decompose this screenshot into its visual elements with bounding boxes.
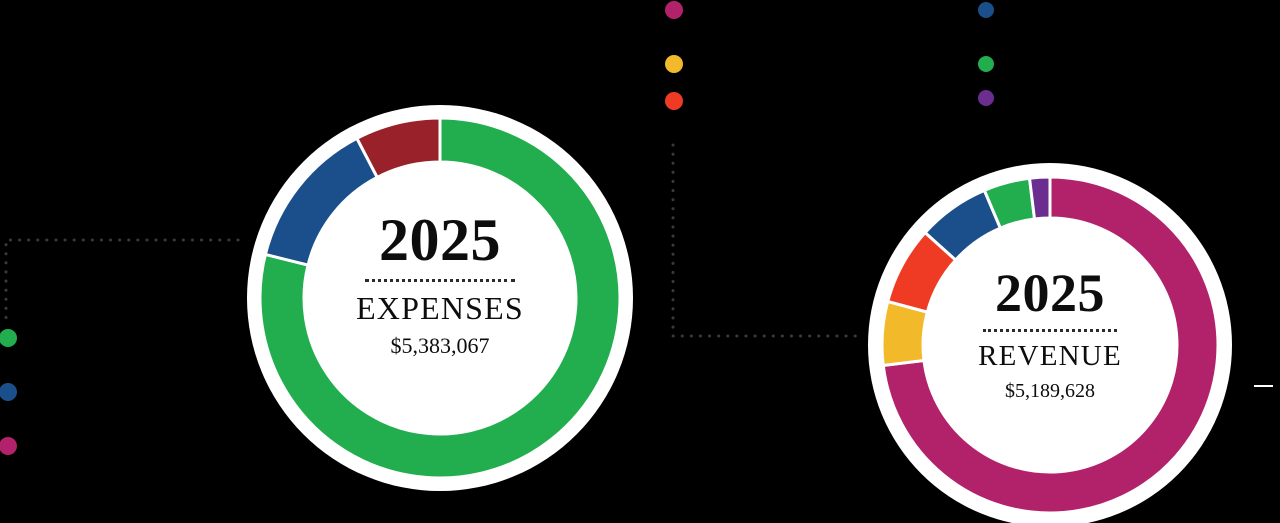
legend-dot-revenue-yellow[interactable] bbox=[665, 55, 683, 73]
revenue-title: REVENUE bbox=[978, 340, 1122, 372]
dotted-connectors bbox=[4, 143, 864, 338]
connector-expenses bbox=[4, 238, 240, 326]
legend-dot-expenses-magenta[interactable] bbox=[0, 437, 17, 455]
revenue-center-label: 2025 REVENUE $5,189,628 bbox=[915, 266, 1185, 401]
expenses-divider bbox=[365, 279, 515, 282]
legend-dot-revenue-purple[interactable] bbox=[978, 90, 994, 106]
expenses-center-label: 2025 EXPENSES $5,383,067 bbox=[300, 210, 580, 357]
expenses-title: EXPENSES bbox=[356, 290, 524, 326]
expenses-year: 2025 bbox=[379, 207, 501, 273]
expenses-segment-green bbox=[258, 116, 622, 480]
expenses-donut-inner-disc bbox=[304, 162, 576, 434]
revenue-amount: $5,189,628 bbox=[1005, 380, 1095, 402]
legend-dot-revenue-green[interactable] bbox=[978, 56, 994, 72]
legend-dot-expenses-green[interactable] bbox=[0, 329, 17, 347]
revenue-year: 2025 bbox=[995, 263, 1105, 323]
legend-dot-revenue-red[interactable] bbox=[665, 92, 683, 110]
legend-dots bbox=[0, 1, 994, 455]
connector-revenue bbox=[671, 143, 864, 338]
legend-dot-revenue-blue[interactable] bbox=[978, 2, 994, 18]
revenue-donut-inner-disc bbox=[923, 218, 1177, 472]
right-edge-tick bbox=[1254, 385, 1273, 387]
legend-dot-revenue-magenta[interactable] bbox=[665, 1, 683, 19]
legend-dot-expenses-blue[interactable] bbox=[0, 383, 17, 401]
revenue-divider bbox=[983, 329, 1117, 332]
revenue-segment-purple bbox=[1027, 175, 1052, 221]
expenses-amount: $5,383,067 bbox=[390, 333, 490, 358]
